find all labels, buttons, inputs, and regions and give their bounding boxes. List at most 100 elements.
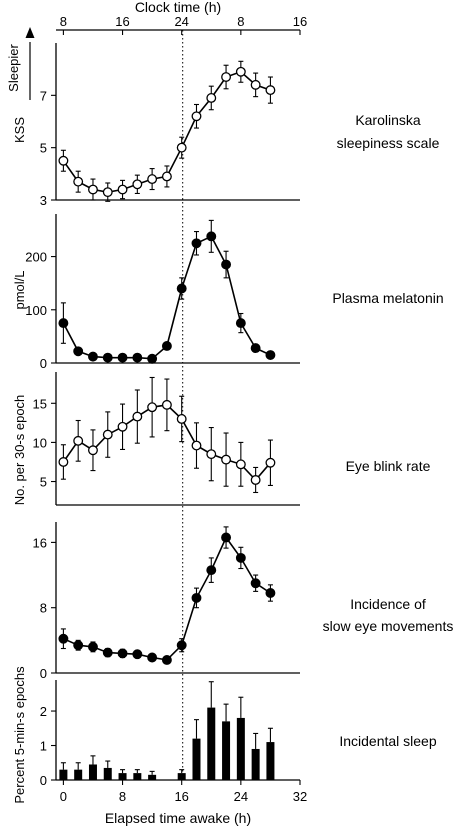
y-tick-label: 5 — [40, 475, 47, 490]
bottom-tick-label: 16 — [174, 789, 188, 804]
y-axis-label: Percent 5-min-s epochs — [12, 666, 27, 804]
data-point — [88, 641, 98, 652]
panel-label: Eye blink rate — [346, 458, 431, 474]
data-point — [250, 343, 261, 354]
bottom-axis-title: Elapsed time awake (h) — [105, 810, 251, 826]
sleepier-label: Sleepier — [6, 43, 21, 91]
data-point — [176, 283, 187, 294]
data-point — [161, 341, 172, 351]
data-point — [73, 435, 84, 446]
top-tick-label: 8 — [237, 14, 244, 29]
y-tick-label: 0 — [40, 773, 47, 788]
data-point — [147, 174, 158, 185]
y-tick-label: 3 — [40, 193, 47, 208]
bar — [222, 721, 231, 780]
data-point — [235, 318, 246, 329]
panel-label: Plasma melatonin — [332, 290, 443, 306]
y-tick-label: 5 — [40, 141, 47, 156]
panel-1: 3 5 7 KSS Karolinska sleepiness scale — [12, 43, 440, 208]
data-point — [250, 475, 261, 485]
bottom-axis-ticks: 0 8 16 24 32 — [60, 780, 307, 804]
bar — [88, 764, 97, 780]
data-point — [206, 231, 217, 242]
bar — [74, 769, 83, 780]
data-point — [117, 648, 128, 659]
data-point — [58, 457, 69, 467]
data-point — [117, 352, 128, 363]
bar — [118, 773, 127, 780]
top-tick-label: 16 — [293, 14, 307, 29]
y-tick-label: 10 — [33, 435, 47, 450]
y-tick-label: 7 — [40, 88, 47, 103]
bar — [59, 769, 68, 780]
data-point — [265, 588, 276, 598]
data-point — [132, 179, 143, 190]
bar — [207, 707, 216, 780]
bottom-axis: 0 8 16 24 32 Elapsed time awake (h) — [60, 780, 307, 826]
panel-label: Incidental sleep — [339, 733, 437, 749]
panel-label: sleepiness scale — [337, 135, 440, 151]
data-point — [88, 351, 98, 362]
y-axis-label: pmol/L — [12, 270, 27, 309]
data-point — [58, 155, 69, 166]
top-tick-label: 24 — [174, 14, 188, 29]
data-point — [102, 429, 113, 440]
data-point — [161, 171, 172, 182]
y-tick-label: 16 — [33, 535, 47, 550]
series-line — [62, 235, 271, 360]
y-tick-label: 0 — [40, 666, 47, 681]
bottom-tick-label: 0 — [60, 789, 67, 804]
data-point — [191, 592, 202, 603]
data-point — [265, 350, 276, 360]
data-point — [250, 578, 261, 589]
y-tick-label: 8 — [40, 601, 47, 616]
top-tick-label: 8 — [60, 14, 67, 29]
bar — [266, 742, 275, 780]
data-point — [147, 402, 158, 413]
data-point — [250, 79, 261, 90]
data-point — [102, 352, 113, 363]
data-point — [206, 565, 217, 576]
bottom-tick-label: 32 — [293, 789, 307, 804]
data-point — [191, 111, 202, 122]
top-axis-ticks: 8 16 24 8 16 — [56, 14, 307, 35]
bar — [148, 774, 157, 780]
data-point — [235, 66, 246, 77]
data-point — [58, 318, 69, 329]
y-tick-label: 1 — [40, 739, 47, 754]
data-point — [265, 85, 276, 96]
data-point — [176, 142, 187, 153]
data-point — [102, 647, 113, 658]
panel-label: slow eye movements — [323, 618, 454, 634]
bottom-tick-label: 8 — [119, 789, 126, 804]
panel-4: 0 8 16 Incidence of slow eye movements — [33, 522, 454, 681]
arrow-up-icon — [25, 27, 35, 38]
data-point — [161, 399, 172, 410]
data-point — [73, 640, 84, 651]
bar — [236, 717, 245, 780]
data-point — [132, 352, 143, 363]
data-point — [176, 413, 187, 424]
data-point — [235, 459, 246, 470]
y-axis-label: No. per 30-s epoch — [12, 395, 27, 506]
data-point — [206, 449, 217, 460]
y-tick-label: 2 — [40, 704, 47, 719]
data-point — [147, 353, 158, 364]
panel-3: 5 10 15 No. per 30-s epoch Eye blink rate — [12, 372, 431, 506]
y-tick-label: 15 — [33, 396, 47, 411]
bar — [177, 773, 186, 780]
data-point — [191, 238, 202, 249]
top-axis-title: Clock time (h) — [135, 0, 221, 15]
data-point — [265, 457, 276, 468]
data-point — [117, 421, 128, 432]
data-point — [176, 640, 187, 651]
data-point — [88, 184, 98, 195]
bar — [133, 773, 142, 780]
panel-5: 0 1 2 Percent 5-min-s epochs Incidental slee… — [12, 666, 437, 804]
top-tick-label: 16 — [115, 14, 129, 29]
data-point — [221, 532, 232, 543]
panel-label: Karolinska — [355, 112, 421, 128]
y-tick-label: 0 — [40, 356, 47, 371]
data-point — [117, 184, 128, 195]
